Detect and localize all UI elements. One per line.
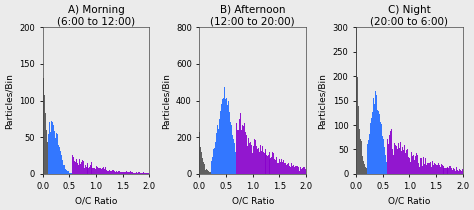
Title: B) Afternoon
(12:00 to 20:00): B) Afternoon (12:00 to 20:00) bbox=[210, 5, 295, 26]
X-axis label: O/C Ratio: O/C Ratio bbox=[231, 196, 274, 205]
X-axis label: O/C Ratio: O/C Ratio bbox=[75, 196, 117, 205]
Title: C) Night
(20:00 to 6:00): C) Night (20:00 to 6:00) bbox=[370, 5, 448, 26]
Y-axis label: Particles/Bin: Particles/Bin bbox=[5, 73, 14, 129]
X-axis label: O/C Ratio: O/C Ratio bbox=[388, 196, 430, 205]
Title: A) Morning
(6:00 to 12:00): A) Morning (6:00 to 12:00) bbox=[57, 5, 135, 26]
Y-axis label: Particles/Bin: Particles/Bin bbox=[318, 73, 327, 129]
Y-axis label: Particles/Bin: Particles/Bin bbox=[161, 73, 170, 129]
